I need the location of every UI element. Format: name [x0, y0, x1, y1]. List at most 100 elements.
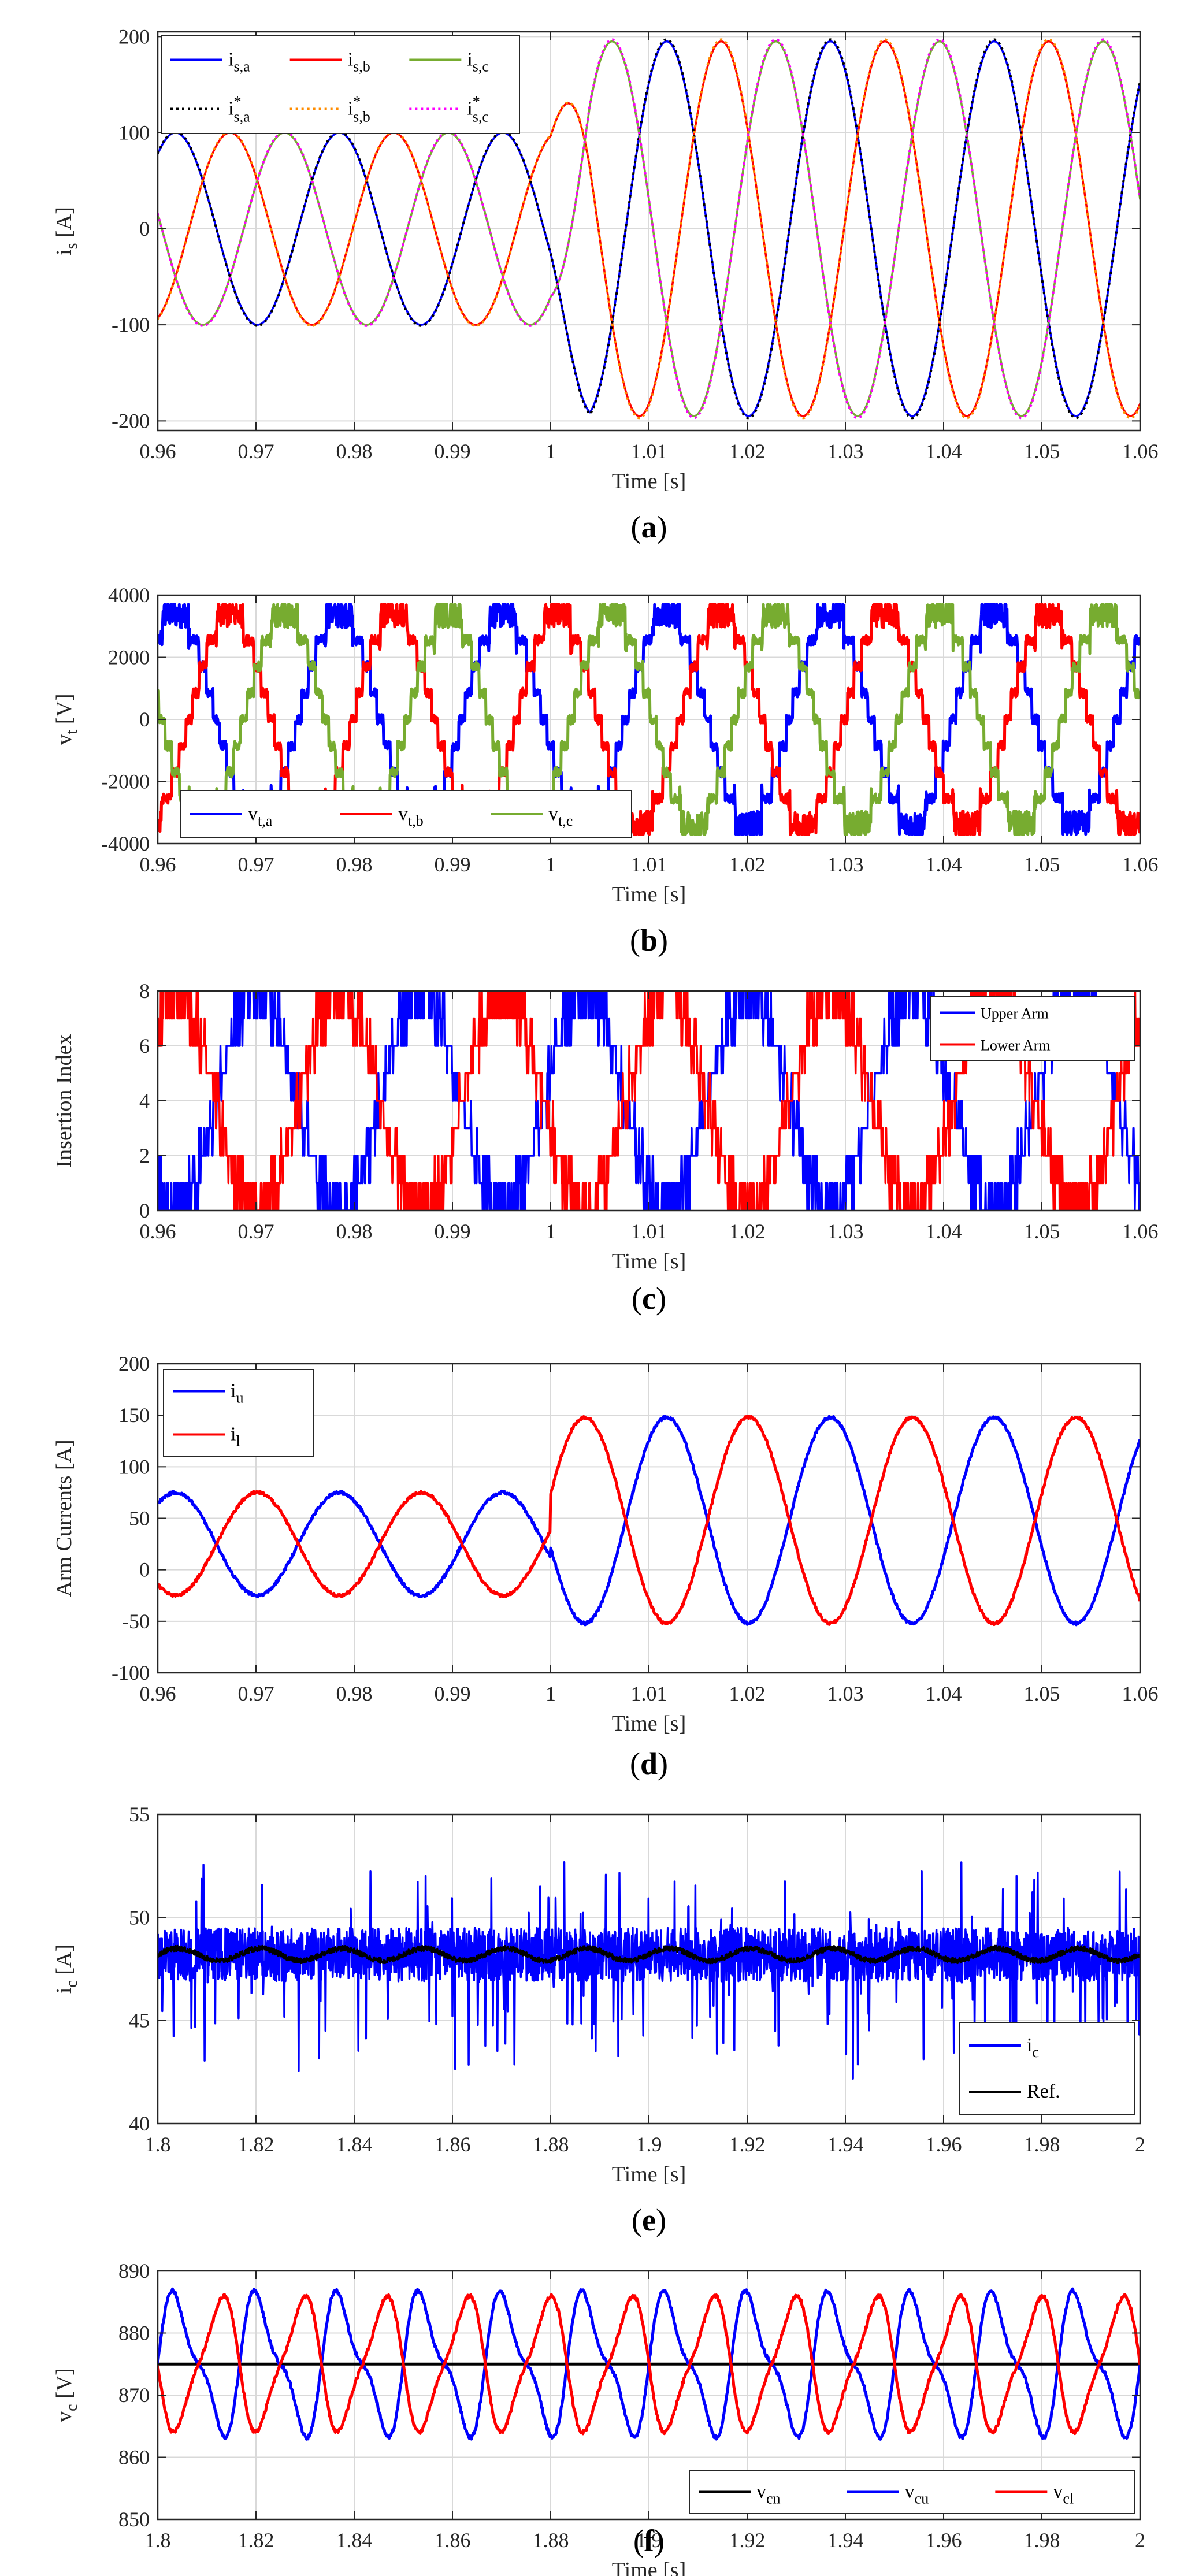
- x-tick-label: 1.8: [145, 2529, 171, 2552]
- x-tick-label: 1.06: [1122, 1220, 1159, 1243]
- y-tick-label: -50: [122, 1610, 150, 1633]
- y-axis-label: is [A]: [52, 207, 81, 255]
- figure-caption: (e): [632, 2203, 666, 2237]
- label-text: Ref.: [1027, 2081, 1060, 2102]
- x-tick-label: 0.99: [435, 1682, 471, 1705]
- x-tick-label: 0.99: [435, 853, 471, 876]
- y-axis-label: vc [V]: [52, 2368, 81, 2422]
- x-tick-label: 1.84: [336, 2529, 373, 2552]
- y-tick-label: -4000: [101, 832, 150, 855]
- y-tick-label: 200: [118, 25, 150, 48]
- x-tick-label: 1.01: [631, 440, 667, 463]
- x-tick-label: 1.04: [926, 440, 962, 463]
- y-tick-label: 50: [129, 1906, 150, 1929]
- series-group: [158, 991, 1140, 1211]
- x-tick-label: 0.99: [435, 1220, 471, 1243]
- label-text: is,a: [228, 49, 250, 75]
- x-axis-label: Time [s]: [612, 2162, 686, 2187]
- y-tick-label: 2000: [108, 646, 150, 669]
- series-line-i-s-a: [158, 38, 1140, 420]
- legend-box: [161, 35, 520, 134]
- x-tick-label: 1.82: [238, 2529, 274, 2552]
- y-tick-label: 0: [139, 1558, 150, 1582]
- label-text: ic: [1027, 2035, 1039, 2061]
- x-tick-label: 1.05: [1024, 440, 1060, 463]
- label-text: i* s,b: [348, 94, 370, 125]
- y-tick-label: 860: [118, 2446, 150, 2469]
- label-text: vt,a: [248, 803, 273, 829]
- x-tick-label: 1.06: [1122, 440, 1159, 463]
- series-line-Ref-: [158, 1944, 1140, 1965]
- y-tick-label: 0: [139, 1199, 150, 1222]
- y-tick-label: 890: [118, 2259, 150, 2282]
- y-axis-label: vt [V]: [52, 693, 81, 745]
- y-tick-label: 50: [129, 1507, 150, 1530]
- y-tick-label: 45: [129, 2009, 150, 2032]
- y-tick-label: 4000: [108, 584, 150, 607]
- x-tick-label: 1.98: [1024, 2133, 1060, 2156]
- y-tick-label: 8: [139, 979, 150, 1003]
- x-tick-label: 0.99: [435, 440, 471, 463]
- y-tick-label: 0: [139, 708, 150, 731]
- x-tick-label: 1.03: [827, 1682, 864, 1705]
- legend-box: [930, 996, 1135, 1061]
- y-tick-label: 850: [118, 2508, 150, 2531]
- legend: iu il: [163, 1369, 314, 1457]
- x-tick-label: 2: [1135, 2529, 1145, 2552]
- x-tick-label: 1: [545, 1220, 556, 1243]
- series-line-i-s-c: [158, 38, 1140, 420]
- legend: ic Ref.: [959, 2022, 1135, 2115]
- x-tick-label: 1.05: [1024, 1220, 1060, 1243]
- x-tick-label: 1.92: [729, 2133, 766, 2156]
- x-tick-label: 1.02: [729, 1682, 766, 1705]
- x-tick-label: 0.98: [336, 1220, 373, 1243]
- series-line-i-u: [158, 1415, 1140, 1627]
- y-axis-label: Arm Currents [A]: [52, 1439, 76, 1597]
- series-line-i-s-b: [158, 38, 1140, 420]
- y-tick-label: -200: [112, 409, 150, 432]
- x-tick-label: 0.97: [238, 440, 274, 463]
- series-group: [158, 38, 1140, 420]
- x-axis-label: Time [s]: [612, 2558, 686, 2576]
- series-group: [158, 1861, 1140, 2080]
- x-tick-label: 1.9: [636, 2529, 662, 2552]
- legend: vcn vcu vcl: [689, 2470, 1135, 2514]
- x-axis-label: Time [s]: [612, 1712, 686, 1736]
- y-tick-label: 870: [118, 2384, 150, 2407]
- x-tick-label: 1.01: [631, 1220, 667, 1243]
- x-tick-label: 0.96: [140, 1220, 176, 1243]
- y-tick-label: 200: [118, 1352, 150, 1375]
- chart-c: 0.96 0.97 0.98 0.99 1 1.01 1.02 1.03 1.04 1.05 1.0…: [52, 979, 1159, 1316]
- legend-box: [689, 2470, 1135, 2514]
- x-tick-label: 1.82: [238, 2133, 274, 2156]
- x-axis-label: Time [s]: [612, 469, 686, 493]
- series-line-i-l: [158, 1415, 1140, 1627]
- x-tick-label: 1.06: [1122, 1682, 1159, 1705]
- x-tick-label: 1.05: [1024, 853, 1060, 876]
- x-tick-label: 1.01: [631, 853, 667, 876]
- series-line-i-c: [158, 1861, 1140, 2080]
- x-tick-label: 1.92: [729, 2529, 766, 2552]
- x-tick-label: 0.97: [238, 1682, 274, 1705]
- legend: Upper Arm Lower Arm: [930, 996, 1135, 1061]
- legend: vt,a vt,b vt,c: [180, 790, 632, 838]
- x-tick-label: 1.04: [926, 1682, 962, 1705]
- series-group: [158, 2287, 1140, 2441]
- y-axis-label: ic [A]: [52, 1944, 81, 1994]
- x-tick-label: 1.9: [636, 2133, 662, 2156]
- series-line-v-cl: [158, 2293, 1140, 2436]
- label-text: is,b: [348, 49, 370, 75]
- label-text: vcu: [905, 2481, 929, 2507]
- x-axis-label: Time [s]: [612, 1249, 686, 1274]
- y-tick-label: 55: [129, 1803, 150, 1826]
- x-tick-label: 1.03: [827, 853, 864, 876]
- y-tick-label: -2000: [101, 770, 150, 793]
- x-tick-label: 1: [545, 1682, 556, 1705]
- y-tick-label: 100: [118, 121, 150, 144]
- x-tick-label: 2: [1135, 2133, 1145, 2156]
- x-tick-label: 1.94: [827, 2529, 864, 2552]
- x-tick-label: 1: [545, 440, 556, 463]
- label-text: Lower Arm: [981, 1037, 1051, 1054]
- y-tick-label: 6: [139, 1034, 150, 1057]
